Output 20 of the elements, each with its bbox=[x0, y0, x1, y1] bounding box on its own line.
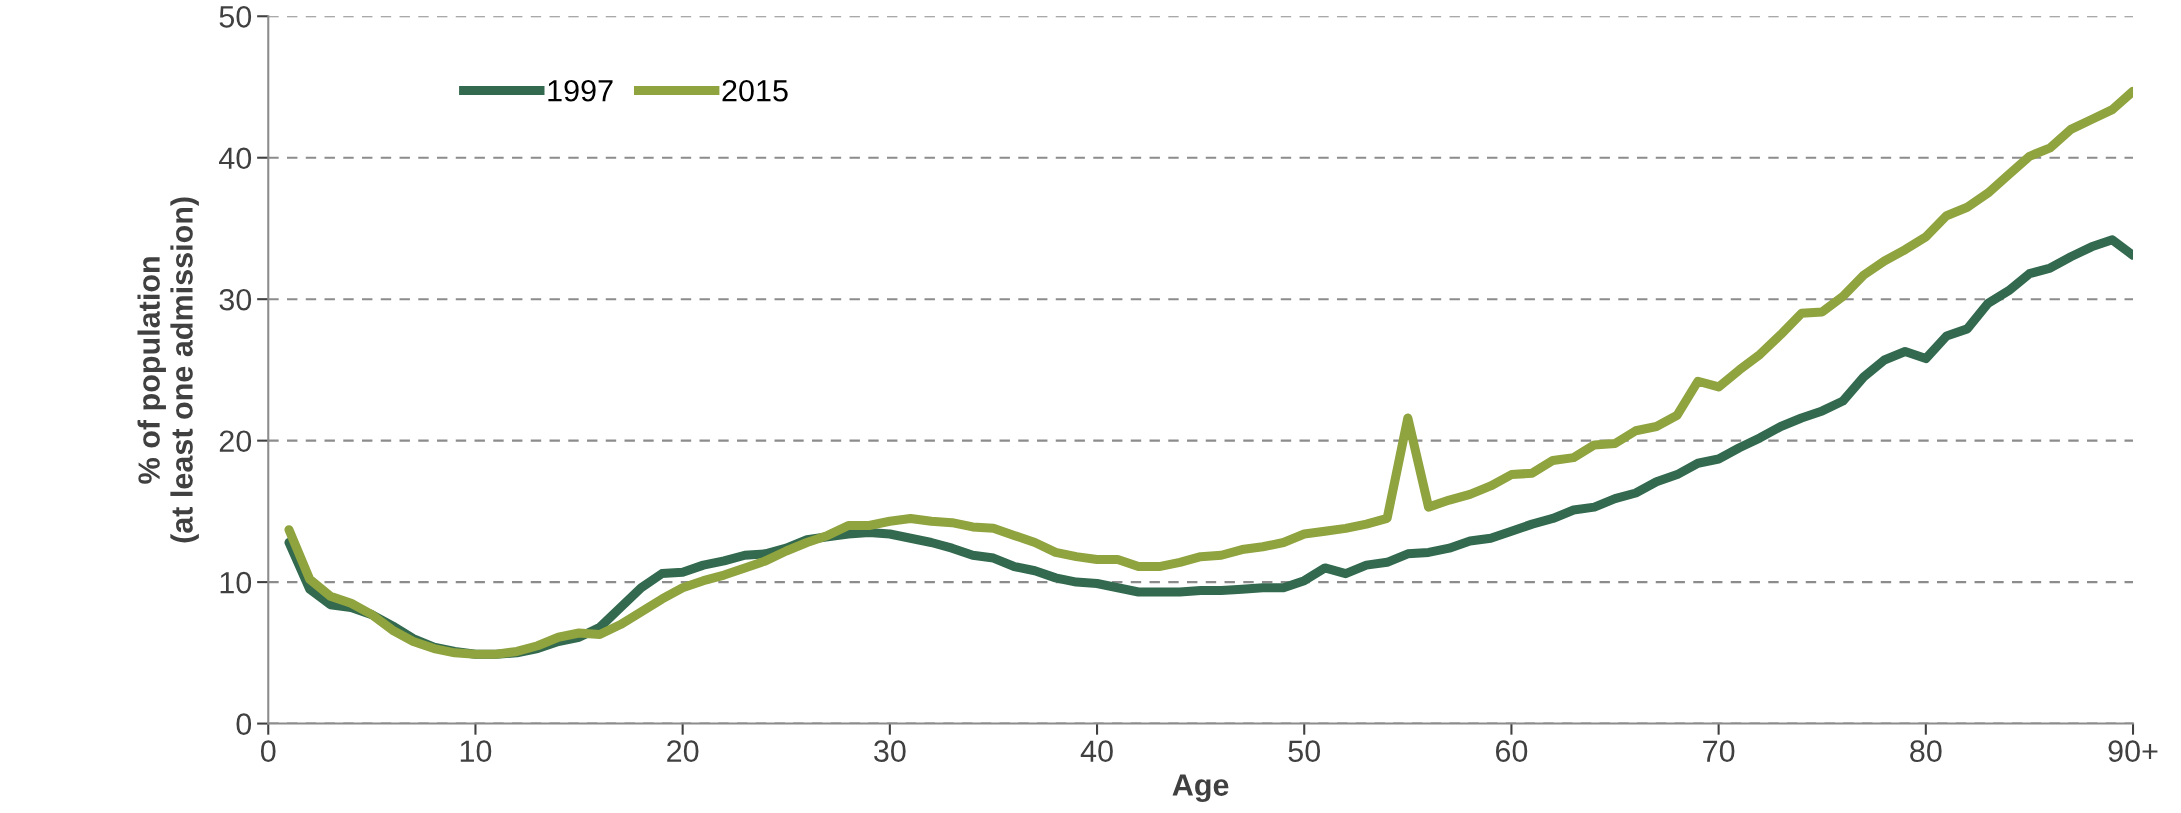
y-tick-label: 30 bbox=[219, 288, 252, 311]
y-tick-label: 0 bbox=[236, 713, 252, 735]
x-tick-label: 80 bbox=[1910, 740, 1942, 762]
x-tick-label: 40 bbox=[1080, 740, 1113, 762]
x-tick-label: 60 bbox=[1495, 740, 1528, 762]
x-tick-label: 50 bbox=[1288, 740, 1321, 762]
x-axis-title: Age bbox=[1172, 774, 1229, 803]
legend-label: 2015 bbox=[722, 79, 788, 102]
y-tick-label: 20 bbox=[219, 430, 252, 453]
x-tick-label: 0 bbox=[260, 740, 276, 762]
x-tick-label: 90+ bbox=[2108, 740, 2158, 762]
x-tick-label: 10 bbox=[460, 740, 492, 762]
x-tick-label: 70 bbox=[1703, 740, 1735, 762]
y-tick-label: 40 bbox=[219, 147, 252, 170]
legend-label: 1997 bbox=[548, 79, 613, 102]
y-tick-label: 10 bbox=[220, 571, 252, 594]
y-axis-title: % of population (at least one admission) bbox=[137, 197, 199, 543]
y-tick-label: 50 bbox=[219, 6, 252, 28]
x-tick-label: 20 bbox=[667, 740, 699, 762]
x-tick-label: 30 bbox=[874, 740, 906, 762]
